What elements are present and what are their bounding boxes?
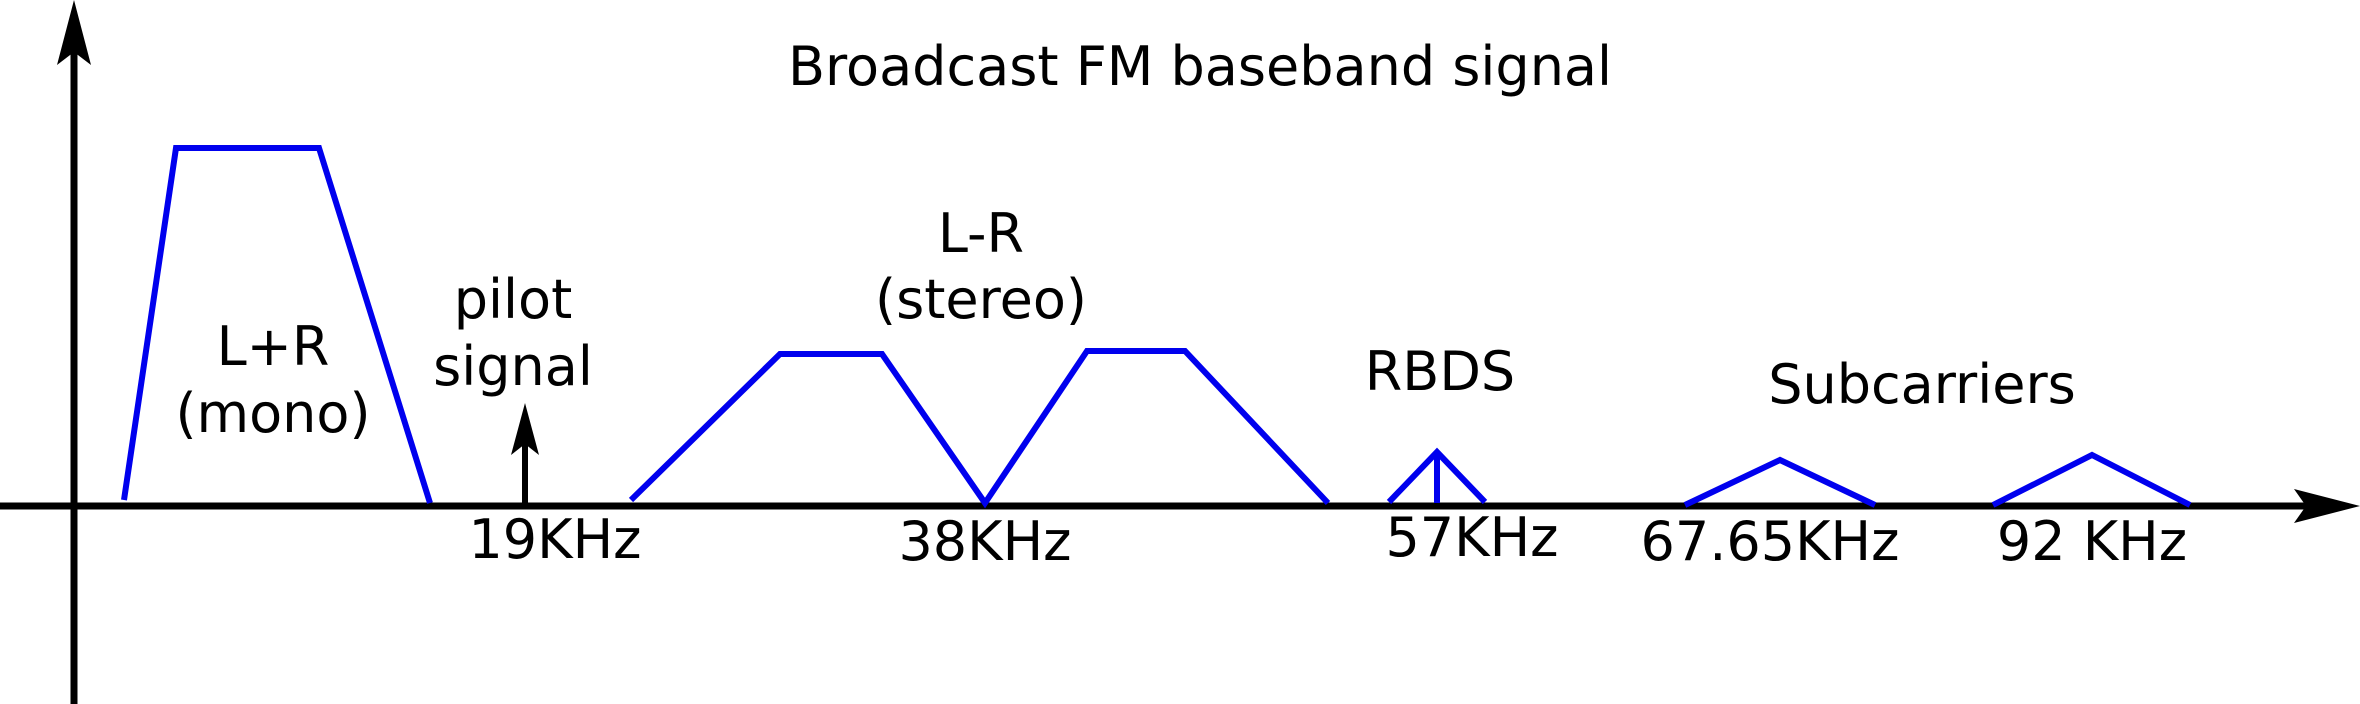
subcarrier-1-shape bbox=[1683, 456, 1877, 508]
pilot-label-line2: signal bbox=[433, 335, 593, 398]
stereo-band-shape bbox=[628, 348, 1331, 509]
mono-band-label-line1: L+R bbox=[217, 315, 330, 378]
rbds-frequency-label: 57KHz bbox=[1385, 506, 1558, 569]
y-axis-arrowhead bbox=[57, 0, 91, 65]
subcarrier-2-frequency-label: 92 KHz bbox=[1997, 510, 2187, 573]
stereo-band-label-line1: L-R bbox=[938, 202, 1024, 265]
stereo-band-label-line2: (stereo) bbox=[875, 268, 1087, 331]
mono-band-label-line2: (mono) bbox=[175, 382, 370, 445]
rbds-label: RBDS bbox=[1365, 340, 1515, 403]
mono-band-shape bbox=[121, 145, 433, 504]
y-axis bbox=[57, 0, 91, 704]
diagram-title: Broadcast FM baseband signal bbox=[788, 35, 1612, 98]
x-axis-arrowhead bbox=[2294, 489, 2360, 523]
x-axis bbox=[0, 489, 2360, 523]
subcarrier-2-shape bbox=[1991, 451, 2192, 508]
pilot-label-line1: pilot bbox=[454, 268, 573, 331]
stereo-frequency-label: 38KHz bbox=[898, 510, 1071, 573]
pilot-frequency-label: 19KHz bbox=[468, 508, 641, 571]
subcarrier-1-frequency-label: 67.65KHz bbox=[1641, 510, 1900, 573]
pilot-tone-arrowhead bbox=[511, 403, 539, 455]
subcarriers-label: Subcarriers bbox=[1768, 353, 2076, 416]
